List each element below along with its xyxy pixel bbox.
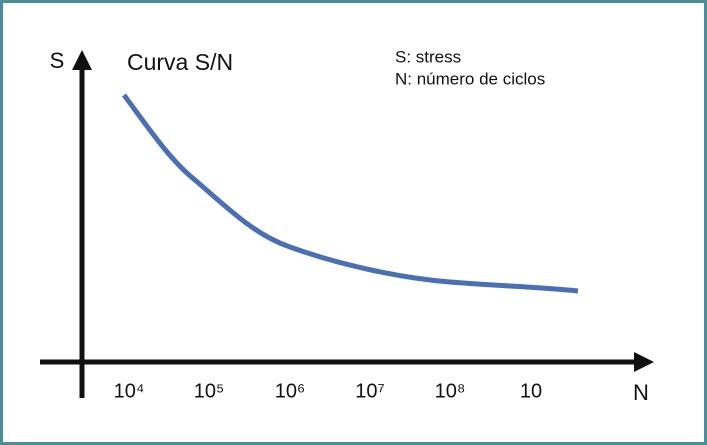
- title: Curva S/N: [127, 49, 233, 75]
- y-axis-label: S: [50, 48, 65, 73]
- x-tick-labels: 10⁴ 10⁵ 10⁶ 10⁷ 10⁸ 10: [114, 380, 543, 402]
- x-tick-label: 10⁷: [355, 380, 384, 402]
- legend-item: N: número de ciclos: [395, 69, 545, 88]
- sn-curve: [121, 93, 579, 294]
- x-tick-label: 10: [520, 380, 542, 402]
- legend-item: S: stress: [395, 47, 461, 66]
- x-tick-label: 10⁵: [194, 380, 225, 402]
- x-tick-label: 10⁸: [435, 380, 466, 402]
- y-axis-arrow: [72, 50, 92, 70]
- x-tick-label: 10⁶: [275, 380, 305, 402]
- x-axis-arrow: [634, 352, 654, 372]
- x-axis-label: N: [633, 380, 649, 405]
- x-tick-label: 10⁴: [114, 380, 145, 402]
